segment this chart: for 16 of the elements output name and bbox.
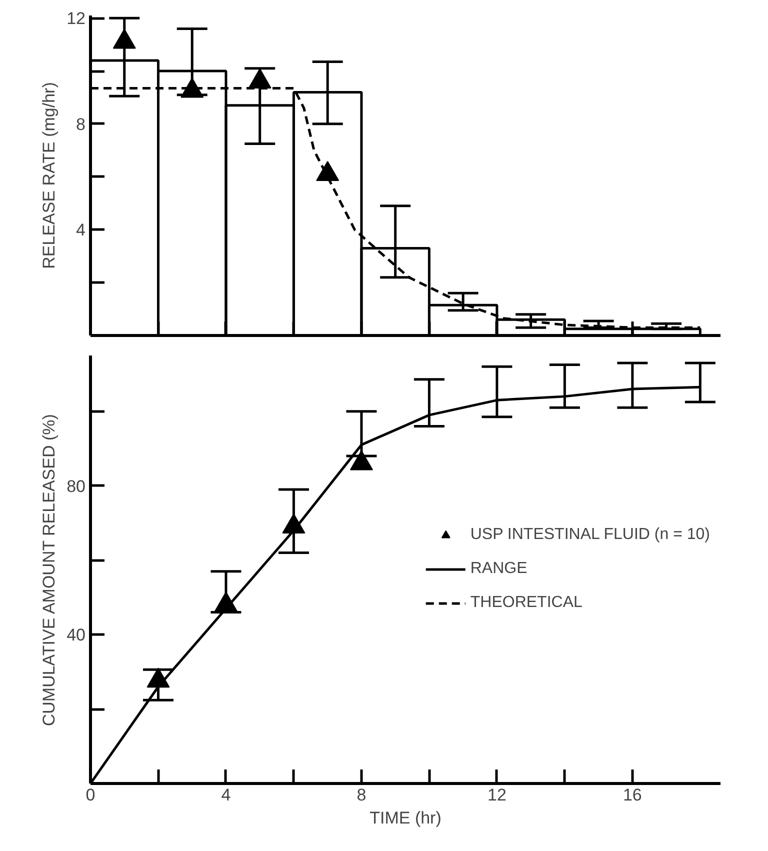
legend-label: THEORETICAL xyxy=(470,594,582,612)
y-tick-label: 8 xyxy=(76,114,86,134)
x-tick-label: 0 xyxy=(86,786,96,804)
legend-label: USP INTESTINAL FLUID (n = 10) xyxy=(470,526,710,544)
y-tick-label: 40 xyxy=(66,626,86,645)
y-axis-title: CUMULATIVE AMOUNT RELEASED (%) xyxy=(40,414,59,726)
annotation: RANGE xyxy=(470,560,528,578)
x-tick-label: 16 xyxy=(622,786,642,804)
y-tick-label: 12 xyxy=(66,9,86,28)
y-tick-label: 4 xyxy=(76,220,86,240)
x-tick-label: 8 xyxy=(356,786,366,804)
y-axis-title: RELEASE RATE (mg/hr) xyxy=(40,82,59,269)
x-tick-label: 4 xyxy=(221,786,231,804)
x-axis-title: TIME (hr) xyxy=(370,808,442,828)
y-tick-label: 80 xyxy=(66,476,86,496)
x-tick-label: 12 xyxy=(487,786,506,804)
